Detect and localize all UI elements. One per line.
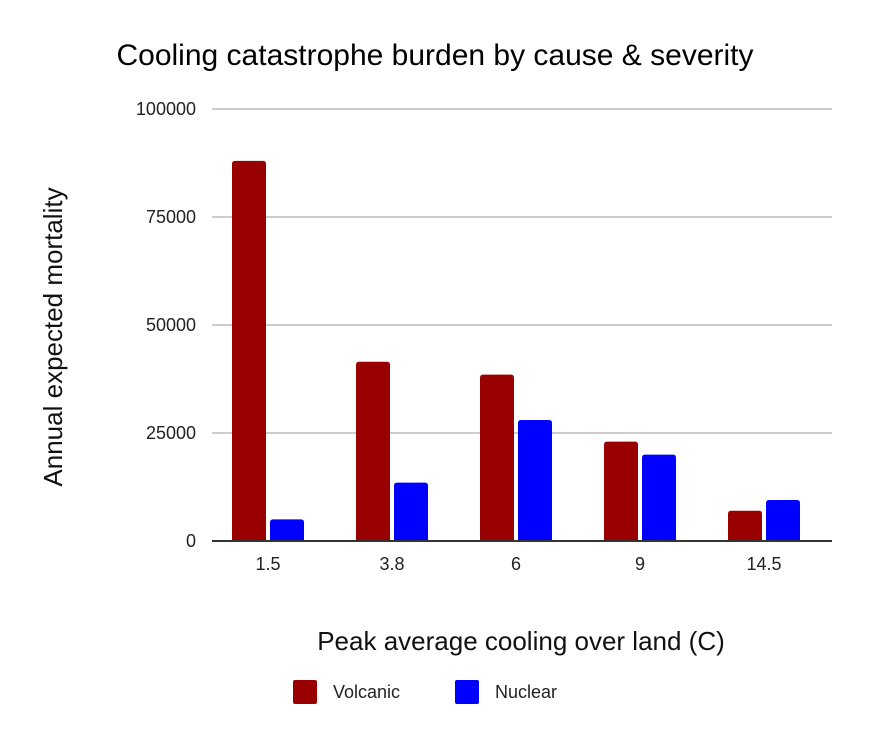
bar-volcanic-9 (604, 441, 638, 541)
legend: Volcanic Nuclear (293, 680, 557, 704)
y-tick-label: 100000 (136, 99, 196, 119)
x-axis-ticks: 1.5 3.8 6 9 14.5 (255, 554, 781, 574)
x-tick-label: 9 (635, 554, 645, 574)
bar-volcanic-14.5 (728, 510, 762, 541)
y-tick-label: 50000 (146, 315, 196, 335)
bar-nuclear-6 (518, 420, 552, 541)
y-axis-title: Annual expected mortality (38, 187, 68, 486)
y-tick-label: 0 (186, 531, 196, 551)
x-tick-label: 3.8 (379, 554, 404, 574)
bar-nuclear-1.5 (270, 519, 304, 541)
legend-swatch-nuclear (455, 680, 479, 704)
x-tick-label: 6 (511, 554, 521, 574)
y-axis-ticks: 0 25000 50000 75000 100000 (136, 99, 196, 551)
gridlines (212, 108, 832, 434)
bar-nuclear-14.5 (766, 499, 800, 541)
bar-nuclear-3.8 (394, 482, 428, 541)
legend-label-nuclear: Nuclear (495, 682, 557, 702)
bar-volcanic-1.5 (232, 160, 266, 541)
legend-label-volcanic: Volcanic (333, 682, 400, 702)
y-tick-label: 25000 (146, 423, 196, 443)
x-tick-label: 14.5 (746, 554, 781, 574)
bar-nuclear-9 (642, 454, 676, 541)
bars (232, 160, 800, 541)
x-tick-label: 1.5 (255, 554, 280, 574)
x-axis-title: Peak average cooling over land (C) (317, 626, 725, 656)
chart-title: Cooling catastrophe burden by cause & se… (116, 39, 753, 72)
bar-volcanic-6 (480, 374, 514, 541)
y-tick-label: 75000 (146, 207, 196, 227)
bar-volcanic-3.8 (356, 361, 390, 541)
legend-swatch-volcanic (293, 680, 317, 704)
